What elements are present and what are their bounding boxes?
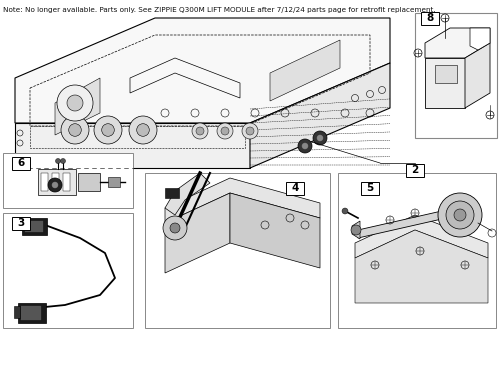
Circle shape xyxy=(196,127,204,135)
Text: 6: 6 xyxy=(18,158,24,168)
Polygon shape xyxy=(425,58,465,108)
Bar xyxy=(18,303,46,323)
Circle shape xyxy=(61,116,89,144)
Bar xyxy=(435,65,457,83)
Circle shape xyxy=(48,178,62,192)
Bar xyxy=(21,306,41,320)
Polygon shape xyxy=(165,193,230,273)
Polygon shape xyxy=(355,230,488,303)
Polygon shape xyxy=(15,18,390,123)
Circle shape xyxy=(217,123,233,139)
Bar xyxy=(41,173,48,191)
Circle shape xyxy=(68,124,82,136)
Polygon shape xyxy=(165,173,210,215)
Circle shape xyxy=(242,123,258,139)
Circle shape xyxy=(57,85,93,121)
Bar xyxy=(421,11,439,25)
Bar xyxy=(12,216,30,229)
Bar xyxy=(361,182,379,195)
Bar xyxy=(14,306,20,318)
Bar xyxy=(338,173,496,328)
Text: 2: 2 xyxy=(412,165,418,175)
Bar xyxy=(52,173,59,191)
Circle shape xyxy=(192,123,208,139)
Circle shape xyxy=(56,159,60,164)
Circle shape xyxy=(298,139,312,153)
Circle shape xyxy=(438,193,482,237)
Polygon shape xyxy=(230,193,320,268)
Polygon shape xyxy=(465,43,490,108)
Polygon shape xyxy=(55,78,100,135)
Polygon shape xyxy=(270,40,340,101)
Bar xyxy=(406,164,424,177)
Polygon shape xyxy=(425,28,490,58)
Circle shape xyxy=(317,135,323,141)
Bar xyxy=(38,169,76,195)
Bar xyxy=(165,188,179,198)
Bar xyxy=(286,182,304,195)
Polygon shape xyxy=(250,63,390,168)
Circle shape xyxy=(170,223,180,233)
Circle shape xyxy=(351,225,361,235)
Text: 4: 4 xyxy=(292,183,298,193)
Circle shape xyxy=(129,116,157,144)
Text: Note: No longer available. Parts only. See ZIPPIE Q300M LIFT MODULE after 7/12/2: Note: No longer available. Parts only. S… xyxy=(3,7,436,13)
Bar xyxy=(145,173,330,328)
Circle shape xyxy=(163,216,187,240)
Polygon shape xyxy=(355,215,488,258)
Text: 5: 5 xyxy=(366,183,374,193)
Bar xyxy=(3,213,133,328)
Circle shape xyxy=(67,95,83,111)
Bar xyxy=(78,173,100,191)
Bar xyxy=(3,153,133,208)
Circle shape xyxy=(446,201,474,229)
Polygon shape xyxy=(358,208,460,238)
Text: 3: 3 xyxy=(18,218,24,228)
Circle shape xyxy=(246,127,254,135)
Circle shape xyxy=(302,143,308,149)
Bar xyxy=(22,218,47,235)
Circle shape xyxy=(52,182,58,188)
Polygon shape xyxy=(165,178,320,223)
Polygon shape xyxy=(470,28,490,50)
Circle shape xyxy=(221,127,229,135)
Circle shape xyxy=(342,208,348,214)
Bar xyxy=(12,157,30,170)
Bar xyxy=(25,221,43,232)
Circle shape xyxy=(60,159,66,164)
Circle shape xyxy=(454,209,466,221)
Circle shape xyxy=(136,124,149,136)
Circle shape xyxy=(102,124,114,136)
Circle shape xyxy=(313,131,327,145)
Text: 8: 8 xyxy=(426,13,434,23)
Polygon shape xyxy=(15,123,250,168)
Circle shape xyxy=(94,116,122,144)
Bar xyxy=(108,177,120,187)
Bar xyxy=(63,173,70,191)
Bar xyxy=(415,13,497,138)
Polygon shape xyxy=(352,221,360,239)
